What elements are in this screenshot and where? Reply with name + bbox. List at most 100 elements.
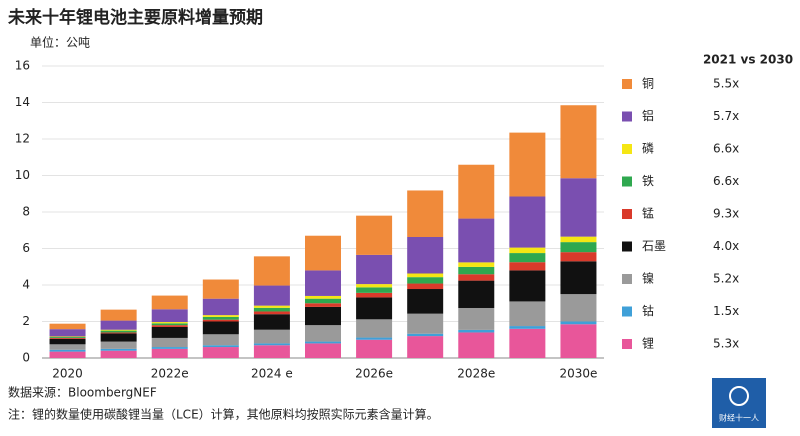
bar-segment xyxy=(100,330,137,333)
legend-ratio: 5.2x xyxy=(713,272,739,286)
bar-segment xyxy=(100,329,137,331)
x-tick-label: 2024 e xyxy=(251,367,293,381)
bar-segment xyxy=(407,333,444,337)
bar-segment xyxy=(151,295,188,310)
legend-label: 铝 xyxy=(642,108,654,123)
bar-segment xyxy=(151,325,188,327)
legend-ratio: 6.6x xyxy=(713,174,739,188)
legend-swatch xyxy=(622,79,632,89)
bar-segment xyxy=(407,273,444,278)
bar-segment xyxy=(202,347,239,358)
x-tick-label: 2022e xyxy=(151,367,189,381)
bar-segment xyxy=(407,289,444,314)
bar-segment xyxy=(100,320,137,330)
bar-segment xyxy=(151,309,188,323)
bar-segment xyxy=(49,323,86,330)
legend-label: 磷 xyxy=(642,141,654,156)
bar-segment xyxy=(305,235,341,271)
bar-segment xyxy=(202,298,239,316)
bar-segment xyxy=(305,270,341,296)
bar-segment xyxy=(458,280,495,308)
bar-segment xyxy=(458,307,495,330)
bar-segment xyxy=(509,247,546,254)
bar-segment xyxy=(253,311,290,315)
legend-swatch xyxy=(622,241,632,252)
bar-segment xyxy=(458,218,495,263)
bar-segment xyxy=(202,334,239,346)
legend-ratio: 4.0x xyxy=(713,239,739,253)
chart-title: 未来十年锂电池主要原料增量预期 xyxy=(7,7,263,28)
legend-ratio: 9.3x xyxy=(713,207,739,221)
bar-segment xyxy=(509,262,546,271)
bar-segment xyxy=(356,339,393,358)
y-tick-label: 6 xyxy=(22,241,30,255)
bar-segment xyxy=(560,252,597,262)
legend-ratio: 6.6x xyxy=(713,142,739,156)
bar-segment xyxy=(560,236,597,243)
bar-segment xyxy=(202,319,239,322)
bar-segment xyxy=(100,333,137,342)
bar-segment xyxy=(202,316,239,320)
y-tick-label: 4 xyxy=(22,278,30,292)
bar-segment xyxy=(151,348,188,358)
bar-segment xyxy=(458,164,495,219)
legend-label: 石墨 xyxy=(642,239,666,253)
bar-segment xyxy=(407,336,444,358)
bar-segment xyxy=(100,341,137,349)
bar-segment xyxy=(49,338,86,345)
bar-segment xyxy=(356,319,393,338)
bar-segment xyxy=(305,325,341,342)
bar-segment xyxy=(151,322,188,324)
bar-segment xyxy=(253,256,290,286)
x-tick-label: 2028e xyxy=(457,367,495,381)
bar-segment xyxy=(253,305,290,308)
bar-segment xyxy=(458,274,495,281)
bar-segment xyxy=(202,315,239,317)
bar-segment xyxy=(305,295,341,299)
bar-segment xyxy=(509,253,546,263)
legend-ratio: 1.5x xyxy=(713,304,739,318)
bar-segment xyxy=(253,307,290,312)
bar-segment xyxy=(100,348,137,351)
bar-segment xyxy=(305,306,341,326)
bar-segment xyxy=(151,323,188,326)
unit-label: 单位：公吨 xyxy=(30,35,90,50)
bar-segment xyxy=(253,285,290,306)
bar-segment xyxy=(407,237,444,274)
bar-segment xyxy=(49,337,86,339)
source: 数据来源：BloombergNEF xyxy=(8,385,157,400)
bar-segment xyxy=(560,321,597,325)
bar-segment xyxy=(253,314,290,330)
bar-segment xyxy=(100,350,137,358)
y-tick-label: 8 xyxy=(22,205,30,219)
bar-segment xyxy=(458,329,495,333)
legend-swatch xyxy=(622,209,632,219)
bar-segment xyxy=(49,336,86,338)
bar-segment xyxy=(356,287,393,293)
bar-segment xyxy=(253,329,290,344)
bar-segment xyxy=(509,270,546,302)
bar-segment xyxy=(356,337,393,340)
bar-segment xyxy=(509,301,546,327)
bar-segment xyxy=(253,345,290,358)
bar-segment xyxy=(151,337,188,348)
y-tick-label: 14 xyxy=(15,95,30,109)
legend-title: 2021 vs 2030 xyxy=(703,53,793,67)
x-tick-label: 2030e xyxy=(559,367,597,381)
bar-segment xyxy=(356,254,393,285)
bar-segment xyxy=(407,190,444,238)
bar-segment xyxy=(49,349,86,352)
legend-label: 锰 xyxy=(642,206,654,221)
bar-segment xyxy=(407,277,444,284)
x-tick-label: 2020 xyxy=(52,367,83,381)
bar-segment xyxy=(356,215,393,255)
bar-segment xyxy=(560,178,597,237)
bar-segment xyxy=(458,266,495,275)
bar-segment xyxy=(49,329,86,337)
bar-segment xyxy=(202,321,239,335)
note: 注：锂的数量使用碳酸锂当量（LCE）计算，其他原料均按照实际元素含量计算。 xyxy=(8,407,439,422)
legend-label: 钴 xyxy=(642,303,654,318)
bar-segment xyxy=(509,132,546,197)
bar-segment xyxy=(458,262,495,267)
bar-segment xyxy=(509,196,546,248)
